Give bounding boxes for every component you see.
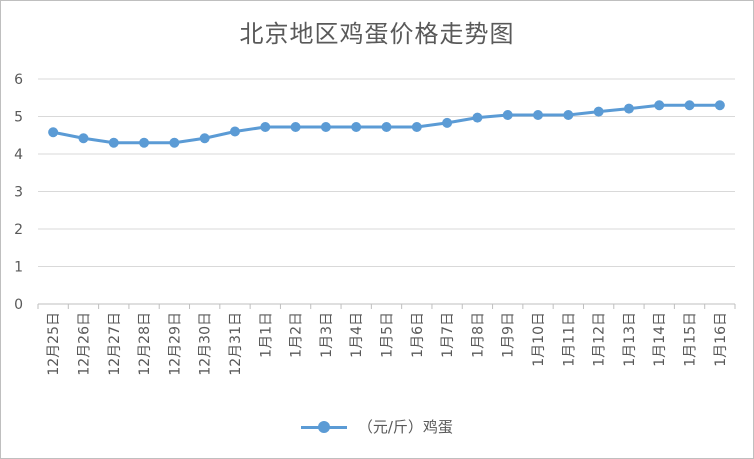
y-tick-label: 4 [14, 147, 23, 163]
x-tick-label: 1月3日 [319, 312, 335, 358]
data-point [472, 112, 483, 123]
y-tick-label: 1 [14, 260, 23, 276]
data-point [260, 122, 271, 132]
x-tick-label: 12月27日 [107, 312, 123, 376]
x-tick-label: 1月13日 [622, 312, 638, 367]
x-tick-label: 1月16日 [713, 312, 729, 367]
y-tick-label: 2 [14, 222, 23, 238]
y-tick-label: 0 [14, 297, 23, 313]
x-tick-label: 1月9日 [501, 312, 517, 358]
x-tick-label: 1月10日 [531, 312, 547, 367]
x-tick-label: 1月8日 [470, 312, 486, 358]
x-tick-label: 1月7日 [440, 312, 456, 358]
data-point [623, 103, 634, 114]
data-point [684, 100, 695, 111]
data-point [139, 137, 150, 148]
x-tick-label: 1月12日 [592, 312, 608, 367]
x-tick-label: 1月6日 [410, 312, 426, 358]
data-point [563, 110, 574, 120]
x-tick-label: 12月28日 [137, 312, 153, 376]
x-tick-label: 1月14日 [652, 312, 668, 367]
data-point [654, 100, 665, 111]
chart-title: 北京地区鸡蛋价格走势图 [239, 20, 515, 48]
x-tick-label: 12月29日 [167, 312, 183, 376]
data-point [108, 137, 119, 148]
x-tick-label: 1月5日 [380, 312, 396, 358]
data-point [381, 122, 392, 132]
x-tick-label: 1月2日 [289, 312, 305, 358]
data-point [290, 122, 301, 132]
data-point [502, 110, 513, 120]
x-tick-label: 12月30日 [198, 312, 214, 376]
data-point [229, 126, 240, 137]
x-tick-label: 1月15日 [683, 312, 699, 367]
x-tick-label: 12月26日 [76, 312, 92, 376]
data-point [320, 122, 331, 132]
y-tick-label: 3 [14, 185, 23, 201]
data-point [442, 117, 453, 128]
data-point [169, 137, 180, 148]
legend-series-marker [301, 420, 348, 433]
y-tick-label: 6 [14, 72, 23, 88]
data-point [714, 100, 725, 111]
x-tick-label: 1月11日 [561, 312, 577, 367]
data-point [411, 122, 422, 132]
data-point [199, 133, 210, 144]
legend-series-label: （元/斤）鸡蛋 [357, 418, 453, 436]
x-tick-label: 12月31日 [228, 312, 244, 376]
y-tick-label: 5 [14, 110, 23, 126]
x-tick-label: 1月1日 [258, 312, 274, 358]
data-point [351, 122, 362, 132]
data-point [48, 127, 59, 138]
data-point [533, 110, 544, 120]
legend-dot-swatch [318, 420, 331, 433]
data-point [593, 106, 604, 117]
x-tick-label: 1月4日 [349, 312, 365, 358]
data-point [78, 133, 89, 144]
x-tick-label: 12月25日 [46, 312, 62, 376]
legend[interactable]: （元/斤）鸡蛋 [0, 416, 754, 437]
